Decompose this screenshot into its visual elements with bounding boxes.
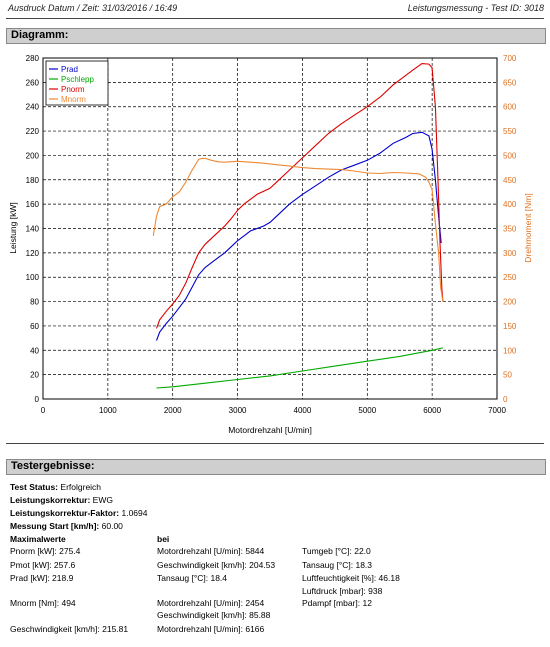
bei-speed-2: Geschwindigkeit [km/h]: 85.88 [157, 610, 271, 620]
chart-series [152, 63, 444, 389]
page-header: Ausdruck Datum / Zeit: 31/03/2016 / 16:4… [0, 0, 550, 18]
y2-tick-label: 450 [503, 176, 517, 185]
header-divider [6, 18, 544, 19]
tansaug-value: Tansaug [°C]: 18.3 [302, 560, 373, 570]
y2-tick-label: 0 [503, 395, 508, 404]
x-tick-label: 1000 [99, 406, 117, 415]
bei-rpm-2: Motordrehzahl [U/min]: 2454 [157, 598, 265, 608]
y-tick-label: 20 [30, 371, 39, 380]
y-tick-label: 40 [30, 346, 39, 355]
y-tick-label: 80 [30, 298, 39, 307]
results-section-header: Testergebnisse: [6, 459, 546, 475]
y2-tick-label: 400 [503, 200, 517, 209]
series-line-pschlepp [156, 347, 444, 389]
legend-item-mnorm: Mnorm [61, 95, 86, 104]
x-axis-label: Motordrehzahl [U/min] [228, 425, 312, 435]
bei-heading: bei [157, 534, 170, 544]
legend-item-prad: Prad [61, 65, 78, 74]
diagram-section-title: Diagramm: [11, 29, 69, 41]
x-tick-label: 4000 [294, 406, 312, 415]
y-axis-label: Leistung [kW] [8, 202, 18, 254]
x-tick-label: 3000 [229, 406, 247, 415]
y-tick-label: 220 [26, 127, 40, 136]
y2-tick-label: 550 [503, 127, 517, 136]
start-value: 60.00 [101, 521, 123, 531]
y-tick-label: 120 [26, 249, 40, 258]
y2-tick-label: 600 [503, 103, 517, 112]
results-section-title: Testergebnisse: [11, 460, 95, 472]
y-tick-label: 200 [26, 151, 40, 160]
x-tick-label: 2000 [164, 406, 182, 415]
x-tick-label: 7000 [488, 406, 506, 415]
legend-item-pnorm: Pnorm [61, 85, 85, 94]
x-tick-label: 5000 [358, 406, 376, 415]
bei-speed-1: Geschwindigkeit [km/h]: 204.53 [157, 560, 276, 570]
status-label: Test Status: [10, 482, 59, 492]
y-tick-label: 160 [26, 200, 40, 209]
y-tick-label: 0 [35, 395, 40, 404]
series-line-pnorm [155, 63, 444, 329]
y-tick-label: 180 [26, 176, 40, 185]
mnorm-value: Mnorm [Nm]: 494 [10, 598, 76, 608]
korrektur-value: EWG [92, 495, 113, 505]
korrektur-label: Leistungskorrektur: [10, 495, 91, 505]
x-tick-label: 0 [41, 406, 46, 415]
chart-divider [6, 443, 544, 444]
y2-tick-label: 250 [503, 273, 517, 282]
results-summary: Test Status: Erfolgreich Leistungskorrek… [10, 482, 147, 531]
pmot-value: Pmot [kW]: 257.6 [10, 560, 76, 570]
x-tick-label: 6000 [423, 406, 441, 415]
y-tick-label: 60 [30, 322, 39, 331]
diagram-section-header: Diagramm: [6, 28, 546, 44]
y2-tick-label: 700 [503, 54, 517, 63]
y2-tick-label: 100 [503, 346, 517, 355]
bei-rpm-1: Motordrehzahl [U/min]: 5844 [157, 546, 265, 556]
series-line-mnorm [152, 157, 444, 302]
legend-item-pschlepp: Pschlepp [61, 75, 94, 84]
y2-tick-label: 650 [503, 78, 517, 87]
y2-tick-label: 150 [503, 322, 517, 331]
status-value: Erfolgreich [60, 482, 102, 492]
y-tick-label: 140 [26, 225, 40, 234]
luftfeuchtigkeit-value: Luftfeuchtigkeit [%]: 46.18 [302, 573, 400, 583]
pnorm-value: Pnorm [kW]: 275.4 [10, 546, 81, 556]
power-chart: 0 20 40 60 80 100 120 140 160 180 200 220 240 260 280 0… [8, 54, 533, 435]
y-tick-label: 260 [26, 78, 40, 87]
test-id: Leistungsmessung - Test ID: 3018 [407, 3, 544, 13]
y2-tick-label: 500 [503, 151, 517, 160]
pdampf-value: Pdampf [mbar]: 12 [302, 598, 372, 608]
faktor-value: 1.0694 [121, 508, 148, 518]
y2-tick-label: 200 [503, 298, 517, 307]
tumgeb-value: Tumgeb [°C]: 22.0 [302, 546, 371, 556]
bei-tansaug: Tansaug [°C]: 18.4 [157, 573, 228, 583]
legend-box [45, 60, 109, 106]
y2-tick-label: 50 [503, 371, 512, 380]
plot-frame [42, 57, 498, 400]
y-tick-label: 100 [26, 273, 40, 282]
start-label: Messung Start [km/h]: [10, 521, 100, 531]
prad-value: Prad [kW]: 218.9 [10, 573, 74, 583]
y2-tick-label: 300 [503, 249, 517, 258]
series-line-prad [155, 131, 442, 341]
y-tick-label: 240 [26, 103, 40, 112]
bei-rpm-3: Motordrehzahl [U/min]: 6166 [157, 624, 265, 634]
print-date: Ausdruck Datum / Zeit: 31/03/2016 / 16:4… [8, 3, 178, 13]
max-heading: Maximalwerte [10, 534, 66, 544]
max-speed-value: Geschwindigkeit [km/h]: 215.81 [10, 624, 129, 634]
y-tick-label: 280 [26, 54, 40, 63]
chart-ticks: 0 20 40 60 80 100 120 140 160 180 200 220 240 260 280 0… [26, 54, 517, 415]
y2-axis-label: Drehmoment [Nm] [523, 193, 533, 262]
luftdruck-value: Luftdruck [mbar]: 938 [302, 586, 383, 596]
chart-grid [43, 58, 497, 399]
faktor-label: Leistungskorrektur-Faktor: [10, 508, 120, 518]
y2-tick-label: 350 [503, 225, 517, 234]
